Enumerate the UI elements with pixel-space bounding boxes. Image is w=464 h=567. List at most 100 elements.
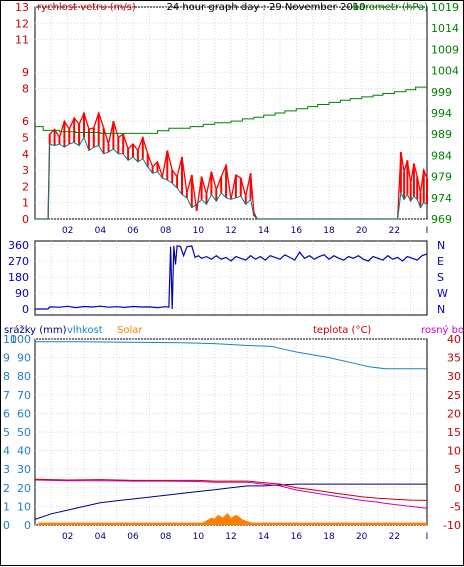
x-tick-bottom-18: 18 (323, 532, 335, 542)
dir-tick-270: 270 (8, 255, 29, 268)
compass-4: N (437, 303, 445, 316)
humidity-tick-50: 50 (17, 426, 31, 439)
x-tick-top-18: 18 (323, 226, 335, 236)
precip-tick-7: 7 (3, 389, 10, 402)
precip-tick-4: 4 (3, 445, 10, 458)
series-marks (34, 86, 428, 525)
humidity-tick-20: 20 (17, 482, 31, 495)
temp-tick--5: -5 (450, 500, 461, 513)
humidity-tick-40: 40 (17, 445, 31, 458)
temp-tick-15: 15 (447, 426, 461, 439)
temp-tick-40: 40 (447, 333, 461, 346)
speed-tick-6: 6 (22, 115, 29, 128)
compass-2: S (437, 271, 444, 284)
barometer-title: barometr (hPa) (353, 2, 429, 13)
speed-tick-11: 11 (15, 34, 29, 47)
pressure-tick-969: 969 (431, 213, 452, 226)
x-tick-bottom-12: 12 (225, 532, 236, 542)
temp-tick-10: 10 (447, 445, 461, 458)
dewpoint-legend: rosný bod (421, 324, 464, 336)
precip-tick-6: 6 (3, 407, 10, 420)
pressure-tick-999: 999 (431, 86, 452, 99)
precip-tick-3: 3 (3, 463, 10, 476)
x-tick-top-06: 06 (127, 226, 139, 236)
dir-tick-0: 0 (22, 303, 29, 316)
x-tick-bottom-14: 14 (258, 532, 270, 542)
humidity-tick-80: 80 (17, 370, 31, 383)
x-tick-top-16: 16 (291, 226, 303, 236)
x-tick-bottom-I: I (426, 532, 429, 542)
humidity-tick-30: 30 (17, 463, 31, 476)
x-tick-top-14: 14 (258, 226, 270, 236)
solar-peak (203, 512, 253, 525)
x-tick-top-04: 04 (95, 226, 107, 236)
speed-tick-0: 0 (22, 213, 29, 226)
x-tick-top-12: 12 (225, 226, 236, 236)
pressure-tick-1009: 1009 (431, 43, 459, 56)
pressure-tick-984: 984 (431, 149, 452, 162)
temp-tick-30: 30 (447, 370, 461, 383)
temperature-line (34, 478, 428, 501)
temp-tick--10: -10 (443, 519, 461, 532)
temp-tick-0: 0 (454, 482, 461, 495)
temp-tick-5: 5 (454, 463, 461, 476)
speed-tick-3: 3 (22, 164, 29, 177)
speed-tick-5: 5 (22, 131, 29, 144)
precip-tick-9: 9 (3, 352, 10, 365)
wind-direction-line (35, 245, 428, 310)
temperature-legend: teplota (°C) (313, 325, 371, 336)
x-tick-bottom-02: 02 (62, 532, 73, 542)
wind-avg-line (35, 136, 428, 220)
barometer-line (35, 86, 427, 134)
humidity-tick-100: 100 (10, 333, 31, 346)
x-tick-bottom-06: 06 (127, 532, 139, 542)
precip-tick-2: 2 (3, 482, 10, 495)
dir-tick-360: 360 (8, 239, 29, 252)
pressure-tick-989: 989 (431, 128, 452, 141)
pressure-tick-1019: 1019 (431, 1, 459, 14)
x-tick-top-I: I (426, 226, 429, 236)
dir-tick-90: 90 (15, 287, 29, 300)
compass-0: N (437, 239, 445, 252)
precip-tick-1: 1 (3, 500, 10, 513)
humidity-tick-70: 70 (17, 389, 31, 402)
speed-tick-8: 8 (22, 83, 29, 96)
speed-tick-1: 1 (22, 197, 29, 210)
speed-tick-13: 13 (15, 1, 29, 14)
humidity-tick-10: 10 (17, 500, 31, 513)
x-tick-top-02: 02 (62, 226, 73, 236)
x-tick-bottom-16: 16 (291, 532, 303, 542)
humidity-line (35, 341, 427, 370)
pressure-tick-979: 979 (431, 171, 452, 184)
x-tick-bottom-04: 04 (95, 532, 107, 542)
humidity-tick-60: 60 (17, 407, 31, 420)
pressure-tick-974: 974 (431, 192, 452, 205)
temp-tick-35: 35 (447, 352, 461, 365)
x-tick-top-20: 20 (356, 226, 368, 236)
precip-tick-8: 8 (3, 370, 10, 383)
temp-tick-20: 20 (447, 407, 461, 420)
x-tick-bottom-10: 10 (193, 532, 205, 542)
precip-legend: srážky (mm) (4, 324, 67, 336)
humidity-legend: vlhkost (67, 325, 103, 336)
precip-tick-5: 5 (3, 426, 10, 439)
temp-tick-25: 25 (447, 389, 461, 402)
speed-tick-2: 2 (22, 180, 29, 193)
speed-tick-9: 9 (22, 66, 29, 79)
x-tick-top-22: 22 (389, 226, 400, 236)
precip-tick-10: 10 (3, 333, 17, 346)
graph-title: 24 hour graph day : 29 November 2010 (166, 2, 365, 13)
compass-3: W (437, 287, 448, 300)
axis-labels: 02 04 06 08 10 12 14 16 18 20 22 I02 04 06 08 10 12 14 16 1… (3, 1, 461, 542)
solar-legend: Solar (117, 325, 143, 336)
x-tick-bottom-22: 22 (389, 532, 400, 542)
speed-tick-12: 12 (15, 17, 29, 30)
humidity-tick-0: 0 (24, 519, 31, 532)
x-tick-top-10: 10 (193, 226, 205, 236)
wind-speed-title: rychlost vetru (m/s) (37, 2, 136, 13)
humidity-tick-90: 90 (17, 352, 31, 365)
precip-tick-0: 0 (3, 519, 10, 532)
x-tick-top-08: 08 (160, 226, 172, 236)
